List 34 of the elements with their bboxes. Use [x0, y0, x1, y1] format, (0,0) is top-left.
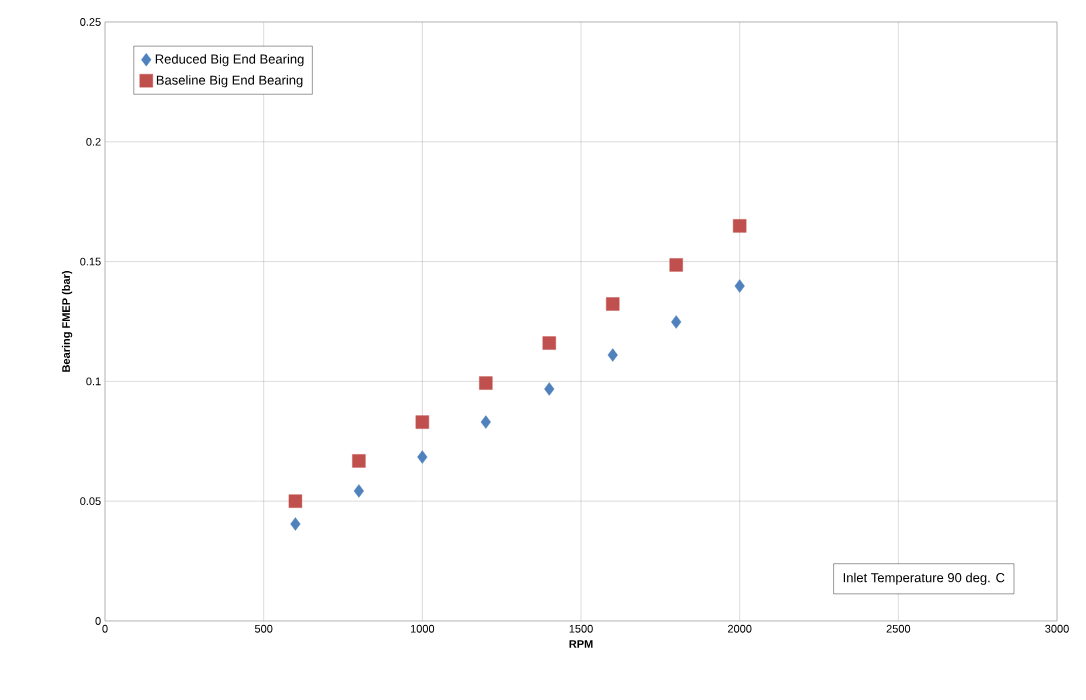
y-tick-label: 0.05: [80, 497, 101, 506]
x-axis-title: RPM: [569, 640, 593, 648]
point: [607, 348, 618, 362]
x-tick-label: 500: [254, 624, 273, 633]
point: [417, 450, 428, 464]
point: [606, 297, 620, 311]
x-tick-label: 3000: [1045, 624, 1069, 633]
point: [671, 315, 682, 329]
y-tick-label: 0.25: [80, 18, 101, 26]
x-tick-label: 0: [102, 624, 108, 633]
point: [290, 517, 301, 531]
y-tick-label: 0.2: [86, 137, 101, 146]
point: [352, 454, 366, 468]
y-axis-title: Bearing FMEP (bar): [61, 271, 73, 372]
point: [480, 415, 491, 429]
x-tick-label: 1500: [569, 624, 593, 633]
y-tick-label: 0.1: [86, 377, 101, 386]
legend-label: Baseline Big End Bearing: [156, 75, 303, 88]
legend-label: Reduced Big End Bearing: [155, 54, 304, 67]
point: [542, 336, 556, 350]
point: [732, 219, 747, 233]
x-tick-label: 2500: [886, 624, 911, 633]
annotation: Inlet Temperature 90 deg. C: [843, 572, 1005, 585]
point: [415, 415, 430, 429]
point: [353, 484, 364, 498]
y-tick-label: 0: [95, 617, 101, 625]
x-tick-label: 2000: [727, 624, 752, 633]
point: [669, 258, 683, 272]
point: [544, 382, 555, 396]
x-tick-label: 1000: [410, 624, 435, 633]
y-tick-label: 0.15: [80, 257, 101, 266]
point: [734, 279, 745, 293]
point: [479, 376, 493, 390]
point: [288, 494, 303, 508]
